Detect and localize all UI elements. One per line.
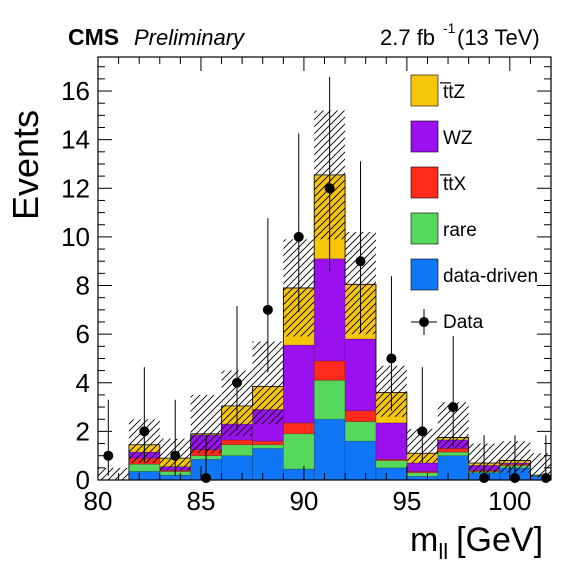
x-axis-title-unit: [GeV] <box>456 521 543 559</box>
y-tick-label: 10 <box>61 222 90 252</box>
bar-data-driven <box>344 440 377 481</box>
uncertainty-hatch <box>98 467 129 480</box>
legend-label-rare: rare <box>443 220 477 241</box>
y-axis-title: Events <box>5 110 46 220</box>
bar-t-tx <box>283 422 315 435</box>
data-point <box>293 231 304 242</box>
legend-swatch-t-tz <box>410 74 439 107</box>
bar-t-tx <box>437 448 469 453</box>
bar-data-driven <box>252 448 284 481</box>
bar-t-tx <box>313 360 346 381</box>
y-tick-label: 14 <box>61 125 90 155</box>
data-point <box>201 473 212 483</box>
x-tick-label: 80 <box>84 486 113 516</box>
legend-label-wz: WZ <box>443 128 473 149</box>
bar-rare <box>221 444 253 456</box>
x-axis-title-sub: ll <box>438 539 448 564</box>
x-tick-label: 90 <box>289 486 318 516</box>
data-point <box>448 402 459 413</box>
bar-wz <box>313 258 346 362</box>
data-point <box>139 426 150 437</box>
bar-rare <box>313 380 346 420</box>
data-point <box>479 473 490 483</box>
legend-swatch-t-tx <box>410 166 439 199</box>
bar-wz <box>283 344 315 424</box>
legend-swatch-wz <box>410 120 439 153</box>
bar-rare <box>406 472 439 477</box>
legend-label-t-tx: t̅tX <box>439 174 466 195</box>
lumi-label: 2.7 fb <box>380 25 435 50</box>
bar-t-tx <box>252 440 284 446</box>
legend-swatch-data-driven <box>410 258 439 291</box>
axis-titles: Events mll [GeV] <box>5 110 543 564</box>
data-point <box>540 473 551 483</box>
bar-rare <box>375 460 408 469</box>
data-point <box>417 426 428 437</box>
bar-rare <box>128 463 161 472</box>
lumi-exponent: -1 <box>443 20 456 36</box>
bar-data-driven <box>437 455 469 481</box>
y-tick-label: 12 <box>61 173 90 203</box>
axes: 80 85 90 95 100 0 2 4 6 8 10 12 14 16 <box>61 56 552 516</box>
legend-label-data-driven: data-driven <box>443 266 538 287</box>
energy-label: (13 TeV) <box>457 25 540 50</box>
bar-rare <box>283 433 315 470</box>
x-tick-label: 85 <box>186 486 215 516</box>
data-point <box>386 353 397 364</box>
data-point <box>355 256 366 267</box>
data-point <box>509 473 520 483</box>
data-point <box>262 304 273 315</box>
experiment-label: CMS <box>68 24 119 50</box>
x-tick-label: 100 <box>488 486 531 516</box>
legend-marker-data <box>419 317 429 327</box>
x-axis-title: mll [GeV] <box>410 521 543 564</box>
y-tick-label: 16 <box>61 76 90 106</box>
bar-rare <box>437 451 469 456</box>
bar-t-tx <box>344 410 377 422</box>
bar-data-driven <box>283 468 315 481</box>
y-tick-label: 2 <box>76 416 90 446</box>
data-points <box>103 76 551 483</box>
y-tick-label: 6 <box>76 319 90 349</box>
status-label: Preliminary <box>134 25 246 50</box>
bar-rare <box>252 444 284 449</box>
bar-data-driven <box>313 418 346 481</box>
chart-header: CMS Preliminary 2.7 fb -1 (13 TeV) <box>68 20 540 50</box>
data-point <box>324 183 335 194</box>
y-tick-label: 0 <box>76 465 90 495</box>
x-tick-label: 95 <box>392 486 421 516</box>
bar-data-driven <box>375 467 408 481</box>
bar-wz <box>406 462 439 472</box>
legend-label-data: Data <box>443 312 484 333</box>
data-point <box>170 450 181 461</box>
bar-data-driven <box>128 471 161 481</box>
y-tick-label: 8 <box>76 271 90 301</box>
bar-data-driven <box>221 455 253 481</box>
legend-label-t-tz: t̅tZ <box>439 82 465 103</box>
legend: t̅tZ WZ t̅tX rare data-driven Data <box>410 74 538 335</box>
bar-t-tx <box>221 439 253 446</box>
legend-swatch-rare <box>410 212 439 245</box>
y-tick-label: 4 <box>76 368 90 398</box>
x-axis-title-main: m <box>410 521 438 559</box>
bar-wz <box>344 338 377 412</box>
bar-wz <box>375 422 408 460</box>
bar-rare <box>344 421 377 442</box>
data-point <box>231 377 242 388</box>
data-point <box>103 450 114 461</box>
